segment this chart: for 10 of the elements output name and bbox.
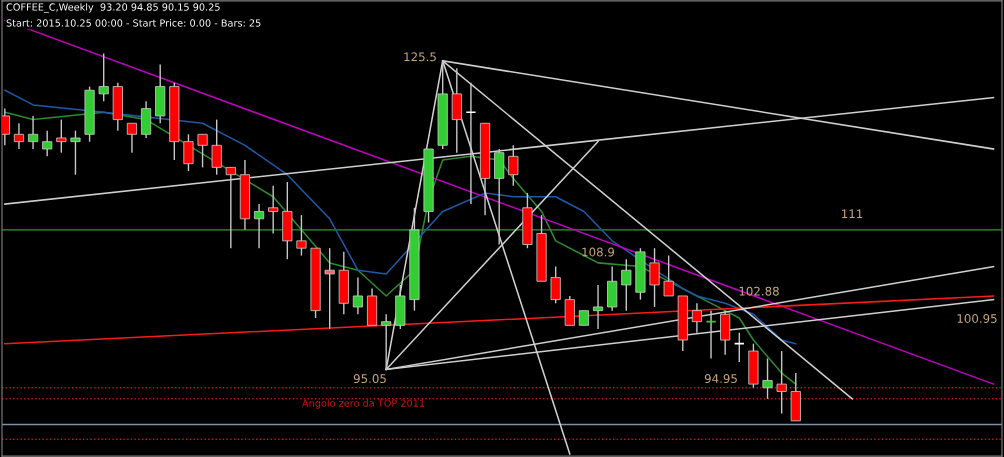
- annotation: 108.9: [582, 247, 615, 257]
- text: COFFEE_C,Weekly 93.20 94.85 90.15 90.25: [6, 3, 220, 13]
- annotation: 125.5: [404, 52, 436, 62]
- annotation: 102.88: [739, 286, 779, 296]
- ref-line-label: Angolo zero da TOP 2011: [302, 399, 425, 409]
- annotation: 95.05: [353, 374, 386, 384]
- annotation: 100.95: [957, 314, 997, 323]
- text: Start: 2015.10.25 00:00 - Start Price: 0.00 - Bars: 25: [6, 19, 261, 27]
- annotation: 111: [842, 209, 863, 219]
- annotation: 94.95: [704, 374, 737, 384]
